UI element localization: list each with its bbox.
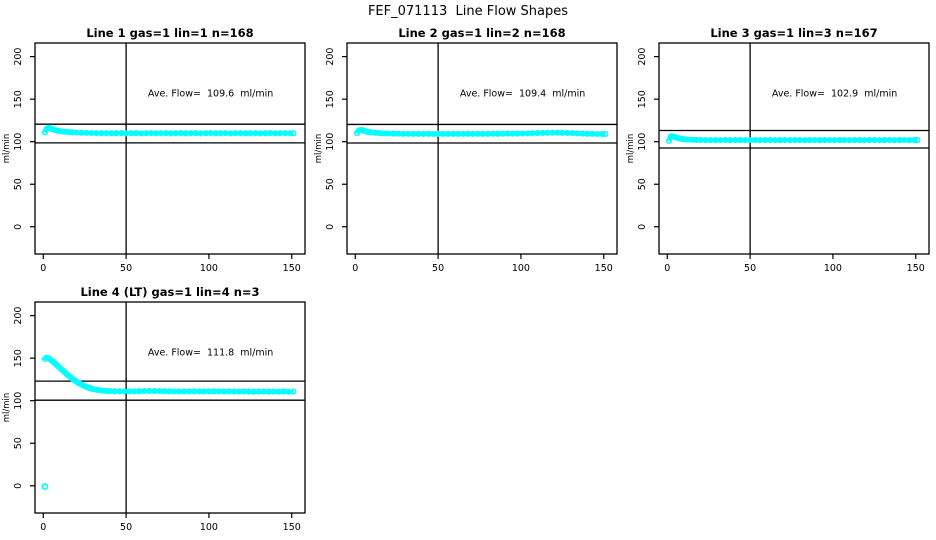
data-point <box>99 387 106 394</box>
plot-border <box>346 42 618 255</box>
x-tick-label: 150 <box>595 263 613 274</box>
data-point <box>290 388 297 395</box>
panel-line-3-chart: Line 3 gas=1 lin=3 n=167 0 50 100 150 0 50 100 1… <box>626 26 930 274</box>
y-tick-label: 0 <box>637 224 648 230</box>
y-tick-label: 100 <box>13 133 24 151</box>
x-tick-label: 100 <box>824 263 842 274</box>
data-point <box>372 129 379 136</box>
x-tick-label: 50 <box>120 522 132 533</box>
data-point <box>70 129 77 136</box>
y-axis-label: ml/min <box>2 134 12 164</box>
y-tick-label: 150 <box>13 90 24 108</box>
ave-flow-annotation: Ave. Flow= 109.4 ml/min <box>460 89 585 100</box>
data-point <box>103 387 110 394</box>
data-point <box>599 130 606 138</box>
panel-title: Line 1 gas=1 lin=1 n=168 <box>86 26 253 40</box>
panel-line-1-chart: Line 1 gas=1 lin=1 n=168 0 50 100 150 0 50 100 1… <box>2 26 306 274</box>
data-point <box>375 130 382 137</box>
x-tick-label: 50 <box>744 263 756 274</box>
plot-border <box>34 42 306 255</box>
data-point <box>96 387 103 394</box>
x-tick-label: 150 <box>283 263 301 274</box>
x-tick-label: 0 <box>664 263 670 274</box>
panel-line-4-chart: Line 4 (LT) gas=1 lin=4 n=3 0 50 100 150 0 50 1… <box>2 285 306 533</box>
x-tick-label: 50 <box>120 263 132 274</box>
y-tick-label: 100 <box>325 133 336 151</box>
y-tick-label: 0 <box>325 224 336 230</box>
y-tick-label: 100 <box>637 133 648 151</box>
data-point <box>60 128 67 135</box>
y-tick-label: 100 <box>13 392 24 410</box>
y-tick-label: 50 <box>325 178 336 190</box>
panel-title: Line 3 gas=1 lin=3 n=167 <box>710 26 877 40</box>
panel-row-2: Line 4 (LT) gas=1 lin=4 n=3 0 50 100 150 0 50 1… <box>0 280 936 539</box>
x-tick-label: 0 <box>40 522 46 533</box>
data-point <box>63 128 70 135</box>
data-point <box>694 136 701 143</box>
x-tick-label: 100 <box>200 522 218 533</box>
y-tick-label: 200 <box>325 48 336 66</box>
x-tick-label: 100 <box>200 263 218 274</box>
x-tick-label: 150 <box>907 263 925 274</box>
y-tick-label: 150 <box>637 90 648 108</box>
y-axis-label: ml/min <box>314 134 324 164</box>
y-tick-label: 0 <box>13 483 24 489</box>
y-tick-label: 50 <box>637 178 648 190</box>
x-tick-label: 150 <box>283 522 301 533</box>
x-tick-label: 100 <box>512 263 530 274</box>
y-axis-label: ml/min <box>626 134 636 164</box>
panel-row-1: Line 1 gas=1 lin=1 n=168 0 50 100 150 0 50 100 1… <box>0 21 936 280</box>
data-point <box>911 137 918 144</box>
panel-title: Line 2 gas=1 lin=2 n=168 <box>398 26 565 40</box>
data-point <box>368 129 375 136</box>
y-axis-label: ml/min <box>2 393 12 423</box>
data-point <box>66 129 73 136</box>
data-point <box>690 136 697 143</box>
data-point <box>287 130 294 137</box>
y-tick-label: 200 <box>13 307 24 325</box>
data-point <box>602 130 609 138</box>
plot-border <box>658 42 930 255</box>
y-tick-label: 150 <box>325 90 336 108</box>
y-tick-label: 200 <box>13 48 24 66</box>
ave-flow-annotation: Ave. Flow= 109.6 ml/min <box>148 89 273 100</box>
x-tick-label: 0 <box>352 263 358 274</box>
data-point <box>684 136 691 143</box>
x-tick-label: 0 <box>40 263 46 274</box>
plot-border <box>34 301 306 514</box>
data-point <box>290 130 297 137</box>
data-point <box>687 136 694 143</box>
main-title: FEF_071113 Line Flow Shapes <box>367 4 569 19</box>
data-point <box>89 386 97 393</box>
y-tick-label: 50 <box>13 437 24 449</box>
y-tick-label: 200 <box>637 48 648 66</box>
outlier-point <box>41 483 49 491</box>
data-point <box>93 386 100 393</box>
data-point <box>378 130 385 137</box>
ave-flow-annotation: Ave. Flow= 102.9 ml/min <box>772 89 897 100</box>
ave-flow-annotation: Ave. Flow= 111.8 ml/min <box>148 348 273 359</box>
y-tick-label: 50 <box>13 178 24 190</box>
panel-line-2-chart: Line 2 gas=1 lin=2 n=168 0 50 100 150 0 50 100 1… <box>314 26 618 274</box>
data-point <box>680 136 687 143</box>
empty-plot-area <box>312 280 936 539</box>
data-point <box>56 128 63 135</box>
y-tick-label: 0 <box>13 224 24 230</box>
x-tick-label: 50 <box>432 263 444 274</box>
panel-title: Line 4 (LT) gas=1 lin=4 n=3 <box>80 285 259 299</box>
data-point <box>382 130 389 137</box>
y-tick-label: 150 <box>13 349 24 367</box>
data-point <box>914 137 921 144</box>
